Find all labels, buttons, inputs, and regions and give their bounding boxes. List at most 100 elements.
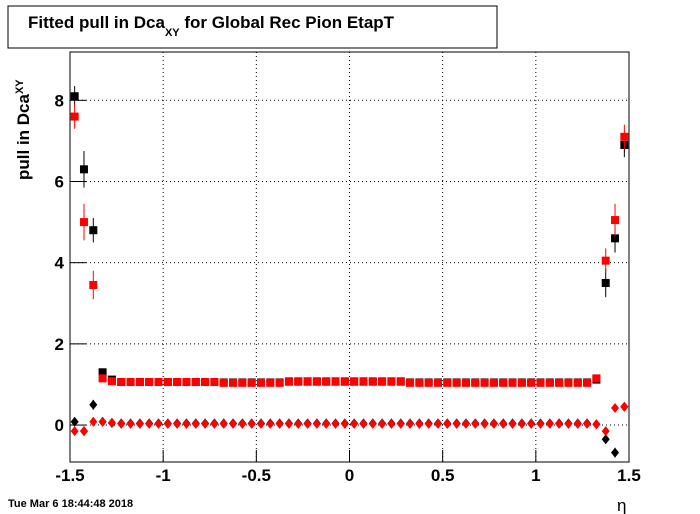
timestamp: Tue Mar 6 18:44:48 2018 <box>8 498 133 510</box>
marker-square <box>340 377 349 386</box>
x-tick-label: -0.5 <box>242 466 271 485</box>
marker-square <box>210 378 219 387</box>
marker-square <box>322 377 331 386</box>
marker-diamond <box>434 418 443 429</box>
marker-square <box>98 368 107 377</box>
marker-square <box>471 378 480 387</box>
title-subscript: XY <box>165 27 180 39</box>
marker-square <box>126 378 135 387</box>
marker-square <box>294 377 303 386</box>
marker-square <box>359 377 368 386</box>
title-main: Fitted pull in Dca <box>28 13 165 32</box>
x-tick-label: 0 <box>345 466 354 485</box>
marker-square <box>611 234 620 243</box>
marker-diamond <box>201 418 210 429</box>
marker-square <box>89 226 98 235</box>
marker-diamond <box>284 418 293 429</box>
marker-diamond <box>611 403 620 414</box>
marker-square <box>387 377 396 386</box>
marker-square <box>303 377 312 386</box>
marker-diamond <box>461 418 470 429</box>
marker-diamond <box>499 418 508 429</box>
marker-diamond <box>247 418 256 429</box>
marker-square <box>284 377 293 386</box>
marker-square <box>592 374 601 383</box>
marker-square <box>275 378 284 387</box>
marker-diamond <box>238 418 247 429</box>
title-box <box>7 5 498 49</box>
marker-diamond <box>117 418 126 429</box>
marker-square <box>182 378 191 387</box>
marker-square <box>163 378 172 387</box>
marker-square <box>368 377 377 386</box>
marker-diamond <box>601 434 610 445</box>
marker-square <box>145 378 154 387</box>
marker-diamond <box>517 418 526 429</box>
marker-square <box>601 278 610 287</box>
marker-diamond <box>70 426 79 437</box>
marker-square <box>583 378 592 387</box>
marker-square <box>331 377 340 386</box>
y-label-main: pull in Dca <box>14 94 33 181</box>
marker-diamond <box>480 418 489 429</box>
marker-diamond <box>424 418 433 429</box>
marker-square <box>461 378 470 387</box>
title-suffix: for Global Rec Pion EtapT <box>180 13 395 32</box>
marker-square <box>555 378 564 387</box>
marker-diamond <box>489 418 498 429</box>
chart-title: Fitted pull in DcaXY for Global Rec Pion… <box>28 13 395 39</box>
marker-diamond <box>256 418 265 429</box>
marker-diamond <box>368 418 377 429</box>
marker-square <box>434 378 443 387</box>
marker-square <box>601 256 610 265</box>
marker-diamond <box>145 418 154 429</box>
marker-diamond <box>471 418 480 429</box>
marker-square <box>79 218 88 227</box>
marker-square <box>312 377 321 386</box>
marker-diamond <box>107 417 116 428</box>
marker-square <box>564 378 573 387</box>
marker-square <box>611 216 620 225</box>
marker-square <box>154 378 163 387</box>
marker-diamond <box>135 418 144 429</box>
marker-square <box>89 281 98 290</box>
marker-square <box>452 378 461 387</box>
marker-square <box>415 378 424 387</box>
marker-diamond <box>303 418 312 429</box>
marker-square <box>406 378 415 387</box>
marker-diamond <box>387 418 396 429</box>
x-tick-label: 1 <box>531 466 540 485</box>
marker-square <box>396 377 405 386</box>
marker-square <box>480 378 489 387</box>
marker-diamond <box>406 418 415 429</box>
marker-diamond <box>536 418 545 429</box>
marker-diamond <box>89 399 98 410</box>
marker-square <box>70 112 79 121</box>
marker-diamond <box>266 418 275 429</box>
marker-diamond <box>210 418 219 429</box>
marker-square <box>378 377 387 386</box>
marker-diamond <box>592 419 601 430</box>
marker-square <box>620 132 629 141</box>
y-axis-label: pull in DcaXY <box>14 79 33 180</box>
marker-diamond <box>573 418 582 429</box>
marker-square <box>545 378 554 387</box>
marker-square <box>527 378 536 387</box>
marker-diamond <box>229 418 238 429</box>
marker-square <box>424 378 433 387</box>
marker-square <box>508 378 517 387</box>
marker-square <box>266 378 275 387</box>
y-tick-label: 4 <box>55 254 65 273</box>
marker-diamond <box>545 418 554 429</box>
marker-diamond <box>294 418 303 429</box>
marker-square <box>517 378 526 387</box>
x-tick-label: -1.5 <box>55 466 84 485</box>
marker-diamond <box>359 418 368 429</box>
marker-diamond <box>163 418 172 429</box>
marker-square <box>107 377 116 386</box>
marker-square <box>98 374 107 383</box>
x-tick-label: 0.5 <box>431 466 455 485</box>
marker-diamond <box>98 416 107 427</box>
marker-diamond <box>70 416 79 427</box>
